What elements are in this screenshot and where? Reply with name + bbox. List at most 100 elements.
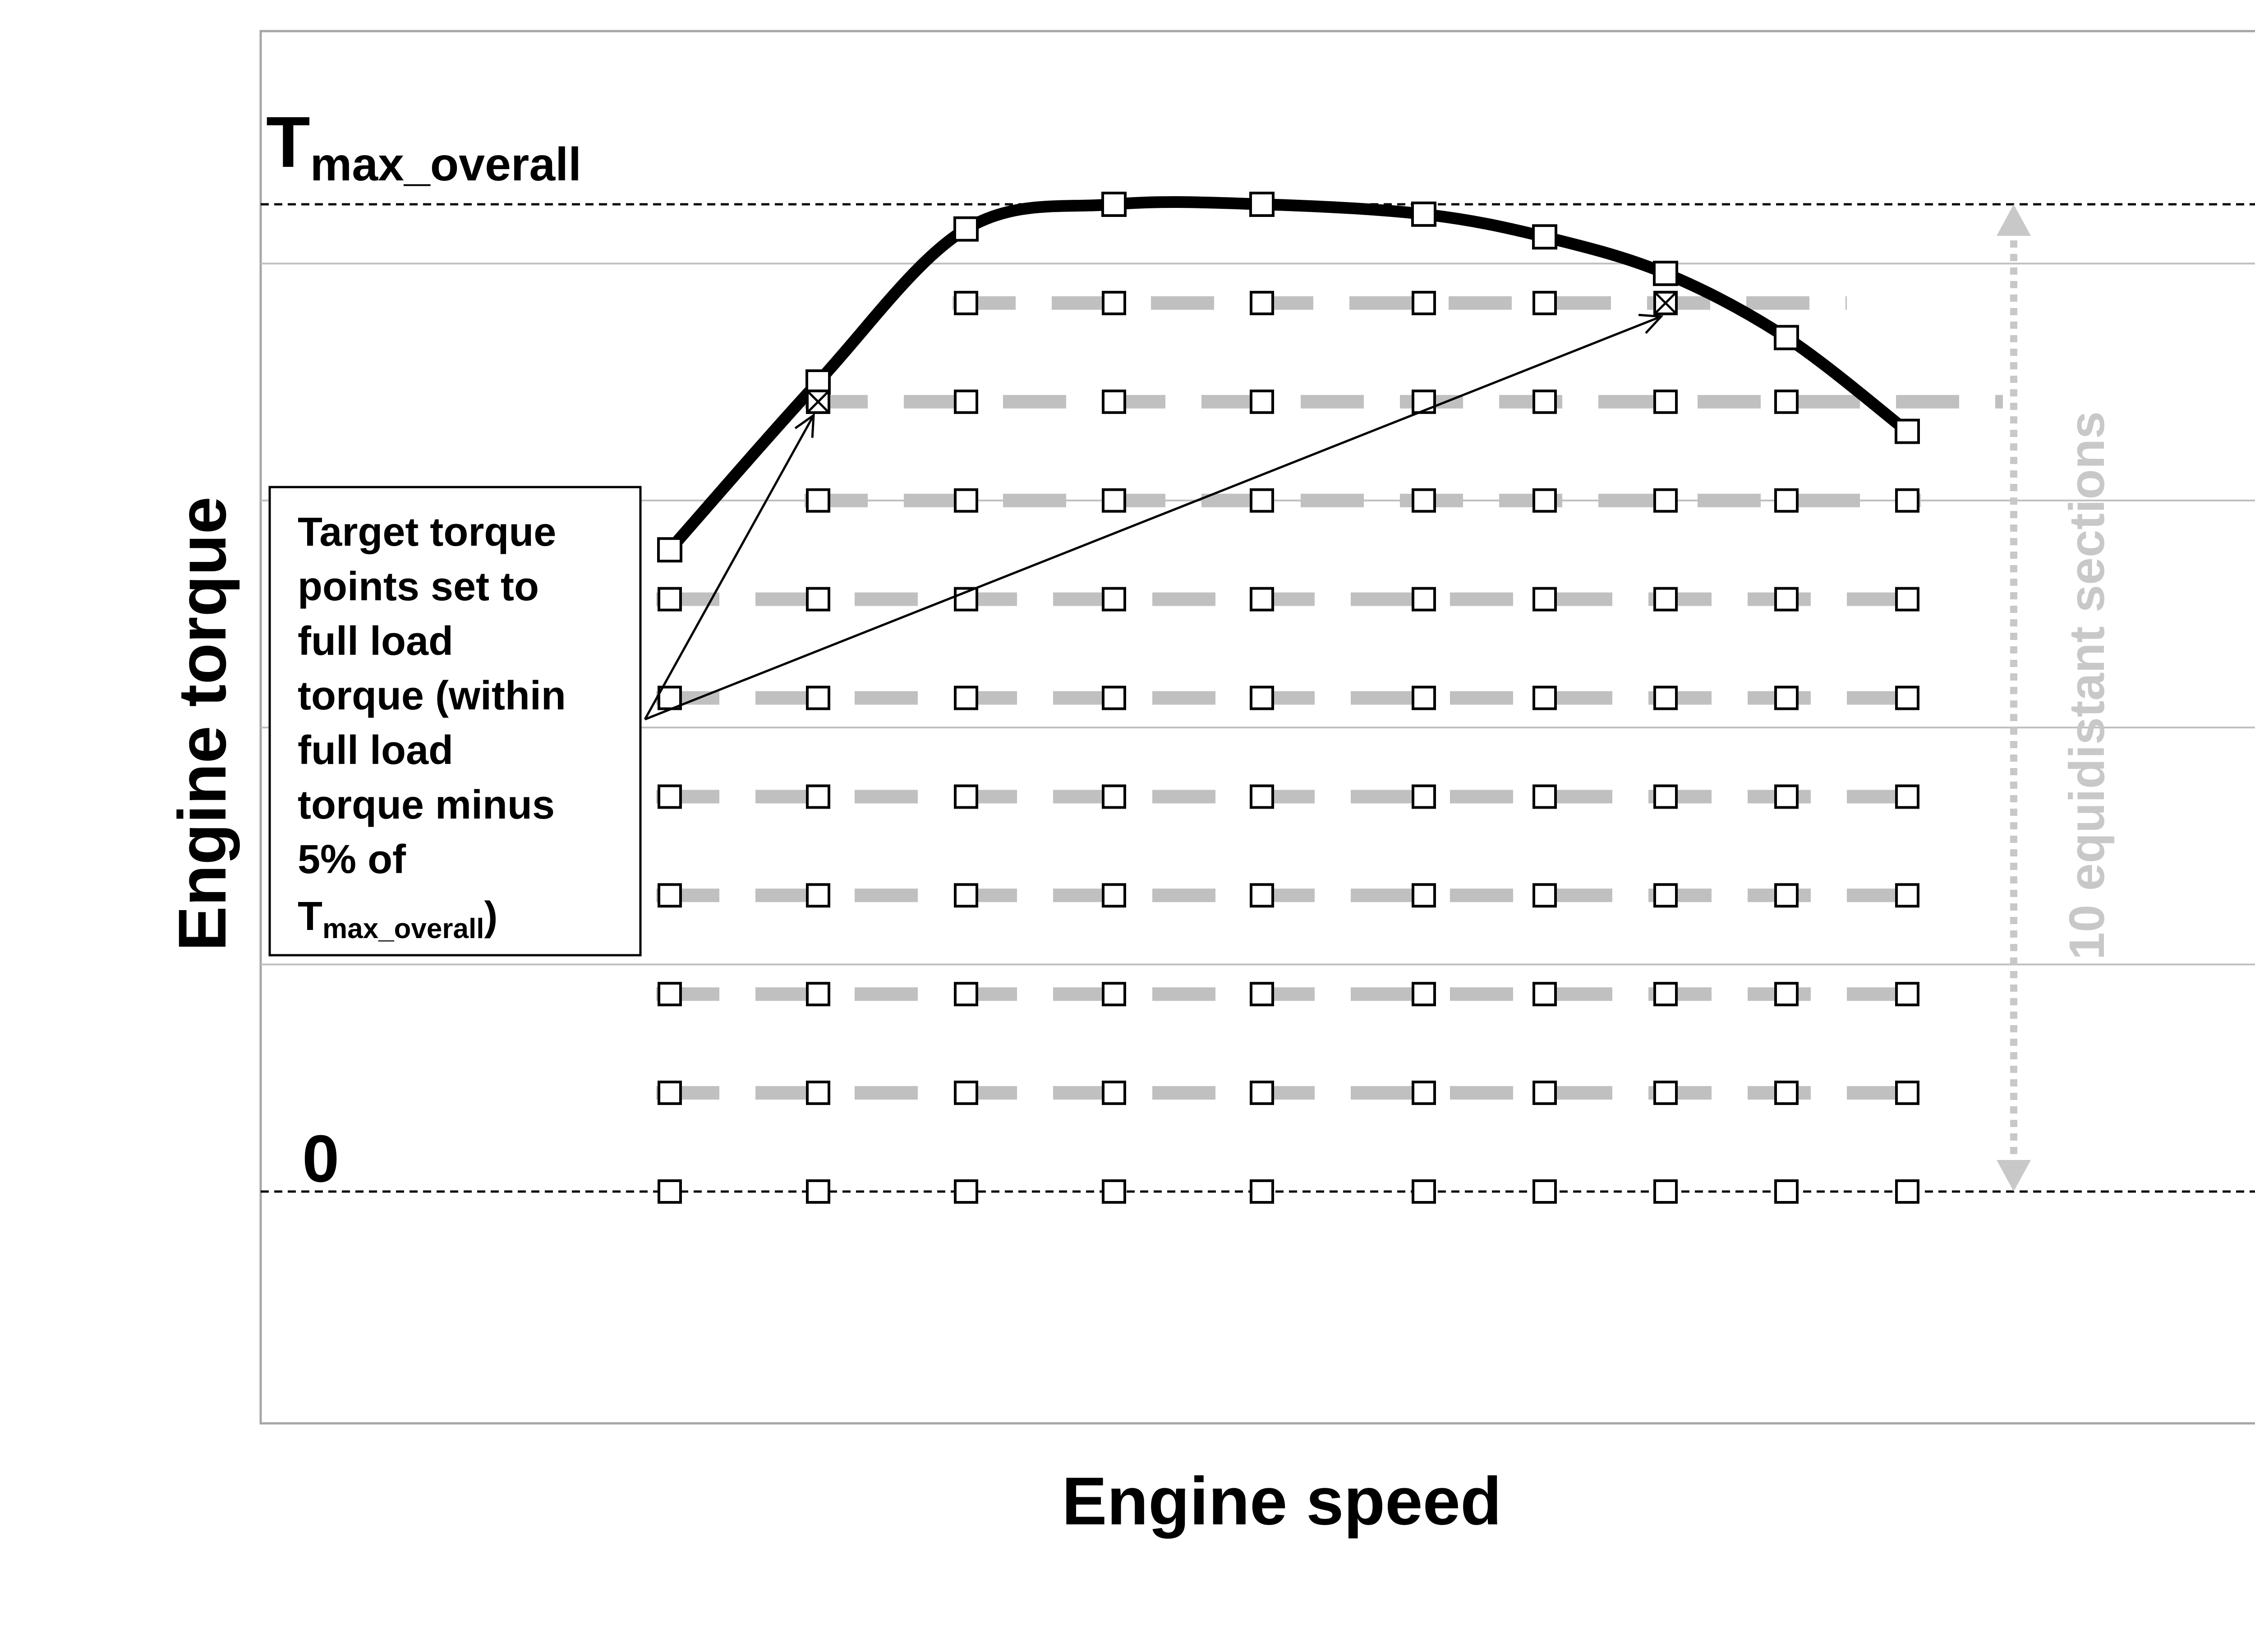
sections-label: 10 equidistant sections bbox=[2059, 411, 2115, 960]
grid-point bbox=[806, 982, 830, 1007]
callout-arrow bbox=[644, 414, 815, 720]
grid-point bbox=[1653, 1081, 1678, 1105]
grid-point bbox=[1653, 488, 1678, 513]
full-load-point bbox=[1895, 419, 1920, 444]
callout-line-last: Tmax_overall) bbox=[298, 894, 497, 944]
grid-point bbox=[1412, 1081, 1436, 1105]
grid-point bbox=[1532, 784, 1557, 809]
full-load-point bbox=[1653, 261, 1678, 286]
grid-point bbox=[1102, 686, 1126, 710]
grid-point bbox=[1102, 488, 1126, 513]
grid-point bbox=[1895, 784, 1919, 809]
grid-point bbox=[1102, 1179, 1126, 1204]
full-load-point bbox=[953, 216, 979, 242]
grid-point bbox=[1412, 982, 1436, 1007]
grid-point bbox=[954, 686, 978, 710]
grid-point bbox=[1532, 1081, 1557, 1105]
grid-point bbox=[1532, 686, 1557, 710]
grid-point bbox=[1532, 290, 1557, 315]
x-axis-title: Engine speed bbox=[1062, 1463, 1501, 1539]
grid-point bbox=[954, 290, 978, 315]
grid-point bbox=[1250, 290, 1274, 315]
grid-point bbox=[1102, 389, 1126, 414]
grid-point bbox=[1102, 883, 1126, 908]
grid-point bbox=[954, 488, 978, 513]
grid-point bbox=[1774, 389, 1799, 414]
grid-point bbox=[806, 784, 830, 809]
tmax-label: Tmax_overall bbox=[266, 101, 581, 191]
callout-arrowhead bbox=[1638, 313, 1664, 334]
callout-line: points set to bbox=[298, 564, 539, 609]
grid-point bbox=[1774, 686, 1799, 710]
callout-line: full load bbox=[298, 619, 453, 664]
grid-point bbox=[1532, 389, 1557, 414]
grid-point bbox=[1895, 982, 1919, 1007]
callout-line: Target torque bbox=[298, 510, 556, 555]
grid-point bbox=[1412, 389, 1436, 414]
grid-point bbox=[658, 1179, 682, 1204]
full-load-point bbox=[1411, 201, 1436, 227]
callout-box bbox=[268, 486, 642, 957]
callout-line: torque minus bbox=[298, 782, 555, 828]
grid-point bbox=[658, 883, 682, 908]
grid-point bbox=[658, 784, 682, 809]
grid-point bbox=[1774, 587, 1799, 612]
callout-tmax-end: ) bbox=[484, 894, 497, 939]
full-load-point bbox=[1249, 192, 1275, 217]
sections-arrow-bottom bbox=[1997, 1160, 2031, 1192]
tmax-main: T bbox=[266, 101, 310, 182]
grid-point bbox=[1102, 982, 1126, 1007]
callout-arrows bbox=[644, 313, 1664, 721]
grid-point bbox=[954, 784, 978, 809]
grid-point bbox=[1895, 488, 1919, 513]
grid-point bbox=[1250, 686, 1274, 710]
grid-point bbox=[806, 1179, 830, 1204]
grid-point bbox=[954, 1179, 978, 1204]
tmax-sub: max_overall bbox=[310, 138, 581, 191]
grid-point bbox=[1774, 883, 1799, 908]
grid-point bbox=[1250, 784, 1274, 809]
grid-point bbox=[1532, 488, 1557, 513]
grid-point bbox=[1412, 1179, 1436, 1204]
grid-point bbox=[658, 587, 682, 612]
grid-point bbox=[1653, 883, 1678, 908]
sections-arrow bbox=[1997, 204, 2031, 1192]
grid-point bbox=[1412, 488, 1436, 513]
callout-text: Target torque points set to full load torqu… bbox=[298, 510, 566, 944]
grid-point bbox=[1774, 1081, 1799, 1105]
zero-label: 0 bbox=[302, 1122, 339, 1196]
target-points bbox=[806, 290, 1678, 414]
target-cross bbox=[806, 390, 830, 414]
grid-point bbox=[954, 389, 978, 414]
grid-point bbox=[1774, 488, 1799, 513]
grid-point bbox=[954, 982, 978, 1007]
grid-point bbox=[1895, 1081, 1919, 1105]
full-load-line bbox=[665, 196, 1911, 554]
callout-line: 5% of bbox=[298, 837, 406, 882]
grid-point bbox=[1532, 883, 1557, 908]
callout-tmax-sub: max_overall bbox=[322, 913, 484, 944]
grid-point bbox=[658, 982, 682, 1007]
grid-point bbox=[1895, 883, 1919, 908]
grid-point bbox=[1102, 784, 1126, 809]
callout-line: full load bbox=[298, 728, 453, 773]
grid-point bbox=[1532, 982, 1557, 1007]
grid-point bbox=[1250, 1081, 1274, 1105]
grid-point bbox=[1895, 1179, 1919, 1204]
grid-point bbox=[1895, 686, 1919, 710]
grid-point bbox=[1250, 587, 1274, 612]
grid-point bbox=[1102, 1081, 1126, 1105]
grid-point bbox=[806, 587, 830, 612]
sections-arrow-top bbox=[1997, 204, 2031, 236]
grid-point bbox=[1412, 784, 1436, 809]
full-load-point bbox=[1774, 325, 1799, 350]
grid-point bbox=[1653, 982, 1678, 1007]
grid-point bbox=[1774, 1179, 1799, 1204]
target-cross bbox=[1654, 291, 1677, 315]
full-load-point bbox=[1532, 224, 1557, 250]
grid-point bbox=[1653, 587, 1678, 612]
grid-point bbox=[1250, 1179, 1274, 1204]
grid-point bbox=[1412, 883, 1436, 908]
grid-point bbox=[1412, 290, 1436, 315]
